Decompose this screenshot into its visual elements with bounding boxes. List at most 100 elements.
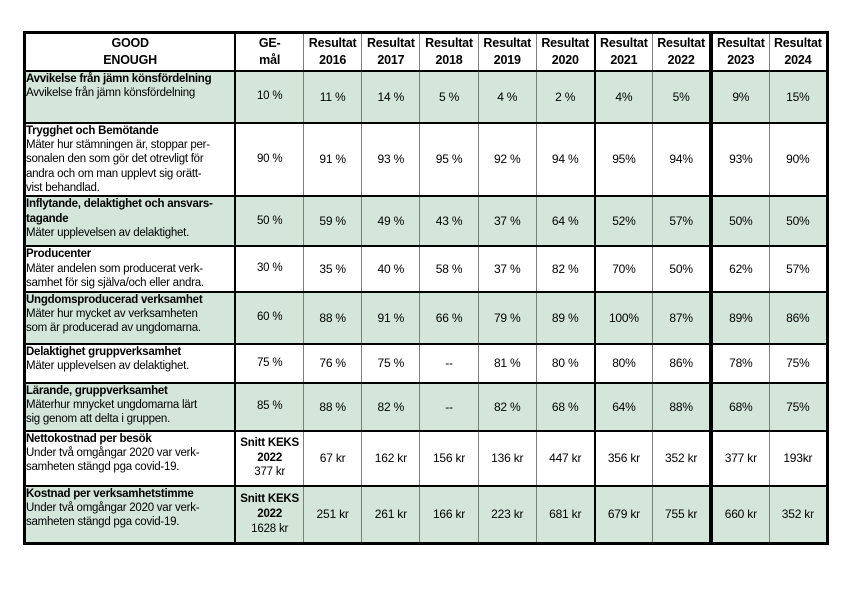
result-cell-2017: 93 % — [361, 121, 421, 198]
result-cell-2022: 88% — [652, 381, 713, 432]
result-cell-2018: 58 % — [419, 245, 479, 293]
goal-cell: 60 % — [234, 290, 305, 345]
result-cell-2023: 50% — [710, 195, 770, 248]
header-row: GOOD ENOUGH GE-mål Resultat 2016 Resultat 2… — [24, 31, 829, 72]
result-cell-2023: 377 kr — [710, 429, 770, 487]
result-cell-2017: 14 % — [361, 69, 421, 124]
goal-cell: Snitt KEKS 2022 377 kr — [234, 429, 305, 487]
result-cell-2021: 70% — [594, 245, 654, 293]
result-cell-2018: 66 % — [419, 290, 479, 345]
metric-description: Avvikelse från jämn könsfördelning — [26, 86, 195, 99]
goal-label: Snitt KEKS 2022 — [240, 436, 299, 464]
result-cell-2018: -- — [419, 381, 479, 432]
table-row: Inflytande, delaktighet och ansvars-taga… — [24, 195, 829, 248]
result-cell-2016: 67 kr — [303, 429, 363, 487]
table-row: Lärande, gruppverksamhet Mäterhur mnycke… — [24, 381, 829, 432]
table-row: Avvikelse från jämn könsfördelning Avvik… — [24, 69, 829, 124]
metric-name-cell: Inflytande, delaktighet och ansvars-taga… — [24, 195, 237, 248]
table-container: GOOD ENOUGH GE-mål Resultat 2016 Resultat 2… — [23, 31, 829, 545]
goal-value: 377 kr — [254, 466, 286, 479]
result-cell-2020: 681 kr — [535, 484, 596, 545]
result-cell-2017: 40 % — [361, 245, 421, 293]
goal-label: Snitt KEKS 2022 — [240, 492, 299, 520]
result-cell-2021: 64% — [594, 381, 654, 432]
result-cell-2017: 91 % — [361, 290, 421, 345]
result-cell-2018: 166 kr — [419, 484, 479, 545]
metric-name-cell: Delaktighet gruppverksamhet Mäter upplev… — [24, 342, 237, 384]
metric-title: Lärande, gruppverksamhet — [26, 384, 168, 397]
result-cell-2019: 82 % — [477, 381, 537, 432]
result-cell-2019: 4 % — [477, 69, 537, 124]
column-header-resultat-2020: Resultat 2020 — [535, 31, 596, 72]
metric-description: Mäter andelen som producerat verk-samhet… — [26, 262, 204, 290]
result-cell-2019: 92 % — [477, 121, 537, 198]
result-cell-2018: 95 % — [419, 121, 479, 198]
result-cell-2017: 261 kr — [361, 484, 421, 545]
metric-title: Inflytande, delaktighet och ansvars-taga… — [26, 198, 213, 225]
result-cell-2021: 679 kr — [594, 484, 654, 545]
result-cell-2020: 64 % — [535, 195, 596, 248]
result-cell-2017: 82 % — [361, 381, 421, 432]
result-cell-2021: 100% — [594, 290, 654, 345]
result-cell-2024: 75% — [768, 342, 829, 384]
result-cell-2021: 4% — [594, 69, 654, 124]
metric-description: Mäter hur mycket av verksamheten som är p… — [26, 307, 201, 335]
result-cell-2020: 447 kr — [535, 429, 596, 487]
column-header-resultat-2022: Resultat 2022 — [652, 31, 713, 72]
result-cell-2024: 57% — [768, 245, 829, 293]
table-row: Delaktighet gruppverksamhet Mäter upplev… — [24, 342, 829, 384]
metric-description: Under två omgångar 2020 var verk-samhete… — [26, 446, 200, 474]
metric-title: Ungdomsproducerad verksamhet — [26, 293, 203, 306]
goal-cell: 10 % — [234, 69, 305, 124]
result-cell-2023: 89% — [710, 290, 770, 345]
result-cell-2020: 94 % — [535, 121, 596, 198]
metric-name-cell: Producenter Mäter andelen som producerat… — [24, 245, 237, 293]
metric-description: Mäter hur stämningen är, stoppar per-son… — [26, 138, 210, 194]
metric-name-cell: Avvikelse från jämn könsfördelning Avvik… — [24, 69, 237, 124]
table-row: Ungdomsproducerad verksamhet Mäter hur m… — [24, 290, 829, 345]
metric-description: Mäter upplevelsen av delaktighet. — [26, 359, 190, 372]
result-cell-2021: 80% — [594, 342, 654, 384]
table-row: Producenter Mäter andelen som producerat… — [24, 245, 829, 293]
table-row: Trygghet och Bemötande Mäter hur stämnin… — [24, 121, 829, 198]
result-cell-2022: 86% — [652, 342, 713, 384]
result-cell-2024: 193kr — [768, 429, 829, 487]
goal-value: 1628 kr — [251, 522, 289, 535]
goal-value: 75 % — [256, 356, 283, 369]
result-cell-2016: 11 % — [303, 69, 363, 124]
column-header-resultat-2021: Resultat 2021 — [594, 31, 654, 72]
goal-value: 10 % — [256, 90, 283, 103]
result-cell-2023: 62% — [710, 245, 770, 293]
result-cell-2016: 88 % — [303, 381, 363, 432]
column-header-resultat-2023: Resultat 2023 — [710, 31, 770, 72]
result-cell-2019: 223 kr — [477, 484, 537, 545]
column-header-resultat-2019: Resultat 2019 — [477, 31, 537, 72]
result-cell-2020: 2 % — [535, 69, 596, 124]
goal-value: 50 % — [256, 214, 283, 227]
metric-description: Mäterhur mnycket ungdomarna lärt sig geno… — [26, 398, 197, 426]
goal-value: 60 % — [256, 311, 283, 324]
good-enough-results-table: GOOD ENOUGH GE-mål Resultat 2016 Resultat 2… — [23, 31, 829, 545]
metric-description: Under två omgångar 2020 var verk-samhete… — [26, 501, 200, 529]
metric-name-cell: Nettokostnad per besök Under två omgånga… — [24, 429, 237, 487]
column-header-good-enough: GOOD ENOUGH — [24, 31, 237, 72]
metric-title: Delaktighet gruppverksamhet — [26, 345, 181, 358]
goal-value: 90 % — [256, 152, 283, 165]
metric-name-cell: Lärande, gruppverksamhet Mäterhur mnycke… — [24, 381, 237, 432]
result-cell-2020: 80 % — [535, 342, 596, 384]
result-cell-2018: 43 % — [419, 195, 479, 248]
result-cell-2024: 90% — [768, 121, 829, 198]
result-cell-2022: 352 kr — [652, 429, 713, 487]
result-cell-2019: 136 kr — [477, 429, 537, 487]
result-cell-2023: 9% — [710, 69, 770, 124]
result-cell-2020: 68 % — [535, 381, 596, 432]
result-cell-2022: 50% — [652, 245, 713, 293]
table-row: Kostnad per verksamhetstimme Under två o… — [24, 484, 829, 545]
result-cell-2018: 5 % — [419, 69, 479, 124]
column-header-ge-mal: GE-mål — [234, 31, 305, 72]
result-cell-2018: 156 kr — [419, 429, 479, 487]
result-cell-2016: 88 % — [303, 290, 363, 345]
column-header-resultat-2024: Resultat 2024 — [768, 31, 829, 72]
metric-title: Kostnad per verksamhetstimme — [26, 487, 194, 500]
